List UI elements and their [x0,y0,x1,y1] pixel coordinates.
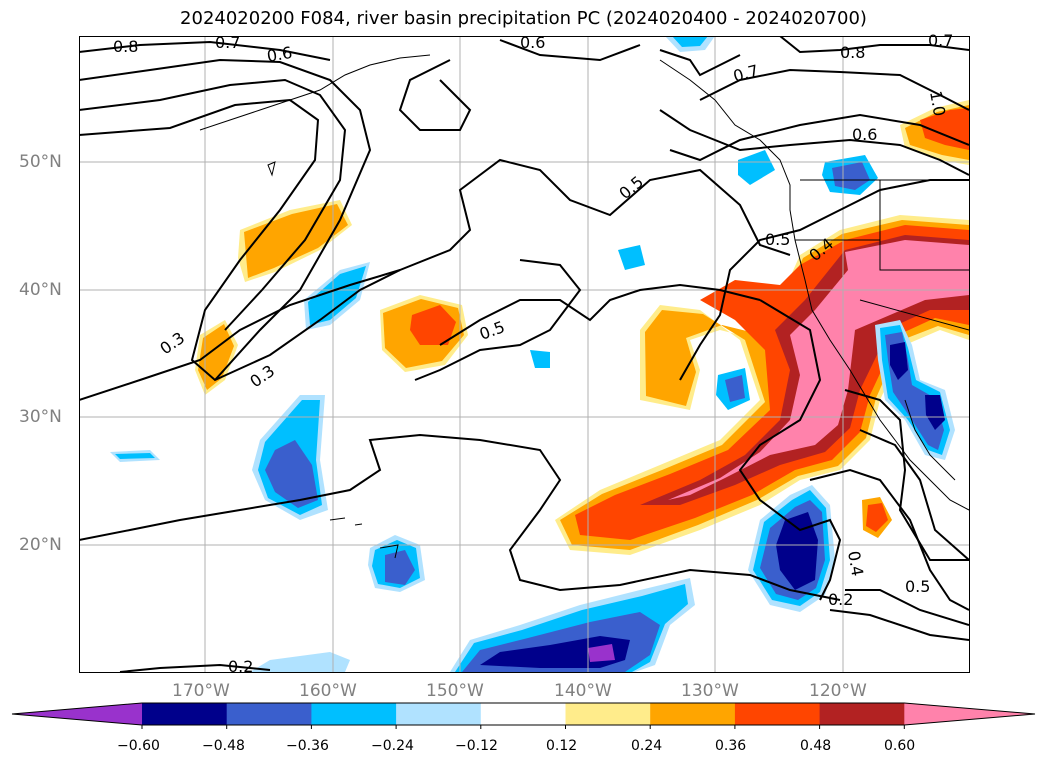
contour-label: 0.4 [844,549,867,577]
negative-anomaly-fill [110,36,955,672]
contour-label: 0.7 [215,33,240,52]
colorbar-tick: −0.24 [371,738,414,754]
contour-label: 0.7 [928,31,953,50]
lon-label-140w: 140°W [554,681,612,701]
colorbar-tick: −0.12 [455,738,498,754]
colorbar-bin [396,703,482,725]
colorbar-bin [142,703,228,725]
coastlines [199,54,969,559]
contour-lines [79,36,969,672]
colorbar-bin [734,703,821,725]
colorbar-bin [226,703,312,725]
contour-label: 0.8 [113,37,138,56]
lon-label-170w: 170°W [172,681,230,701]
contour-label: 0.6 [852,125,877,144]
lat-label-40n: 40°N [19,280,62,300]
colorbar-bin [819,703,905,725]
contour-label: 0.8 [840,43,865,62]
contour-label: 1.0 [926,89,949,117]
contour-label: 0.2 [828,590,853,609]
colorbar-bin [565,703,651,725]
contour-label: 0.5 [905,577,930,596]
contour-label: 0.5 [765,230,790,249]
colorbar-tick: 0.36 [715,738,747,754]
colorbar-extend-low [12,703,142,725]
colorbar-tick: 0.24 [631,738,663,754]
colorbar-tick: −0.60 [117,738,160,754]
lat-label-30n: 30°N [19,407,62,427]
colorbar-bin [311,703,397,725]
lon-label-130w: 130°W [681,681,739,701]
colorbar-bin [480,703,566,725]
graticule [79,36,969,672]
colorbar-bin [650,703,736,725]
lon-label-120w: 120°W [809,681,867,701]
contour-label: 0.6 [520,33,545,52]
contour-label: 0.2 [228,657,253,676]
colorbar-tick: −0.48 [202,738,245,754]
lat-label-50n: 50°N [19,152,62,172]
lon-label-150w: 150°W [426,681,484,701]
colorbar-tick: 0.12 [546,738,578,754]
lat-label-20n: 20°N [19,535,62,555]
map-title: 2024020200 F084, river basin precipitati… [180,8,867,29]
colorbar-tick: −0.36 [286,738,329,754]
colorbar-tick: 0.48 [800,738,832,754]
colorbar-tick: 0.60 [884,738,916,754]
contour-label: 0.6 [265,43,293,66]
lon-label-160w: 160°W [299,681,357,701]
colorbar-extend-high [904,703,1035,725]
